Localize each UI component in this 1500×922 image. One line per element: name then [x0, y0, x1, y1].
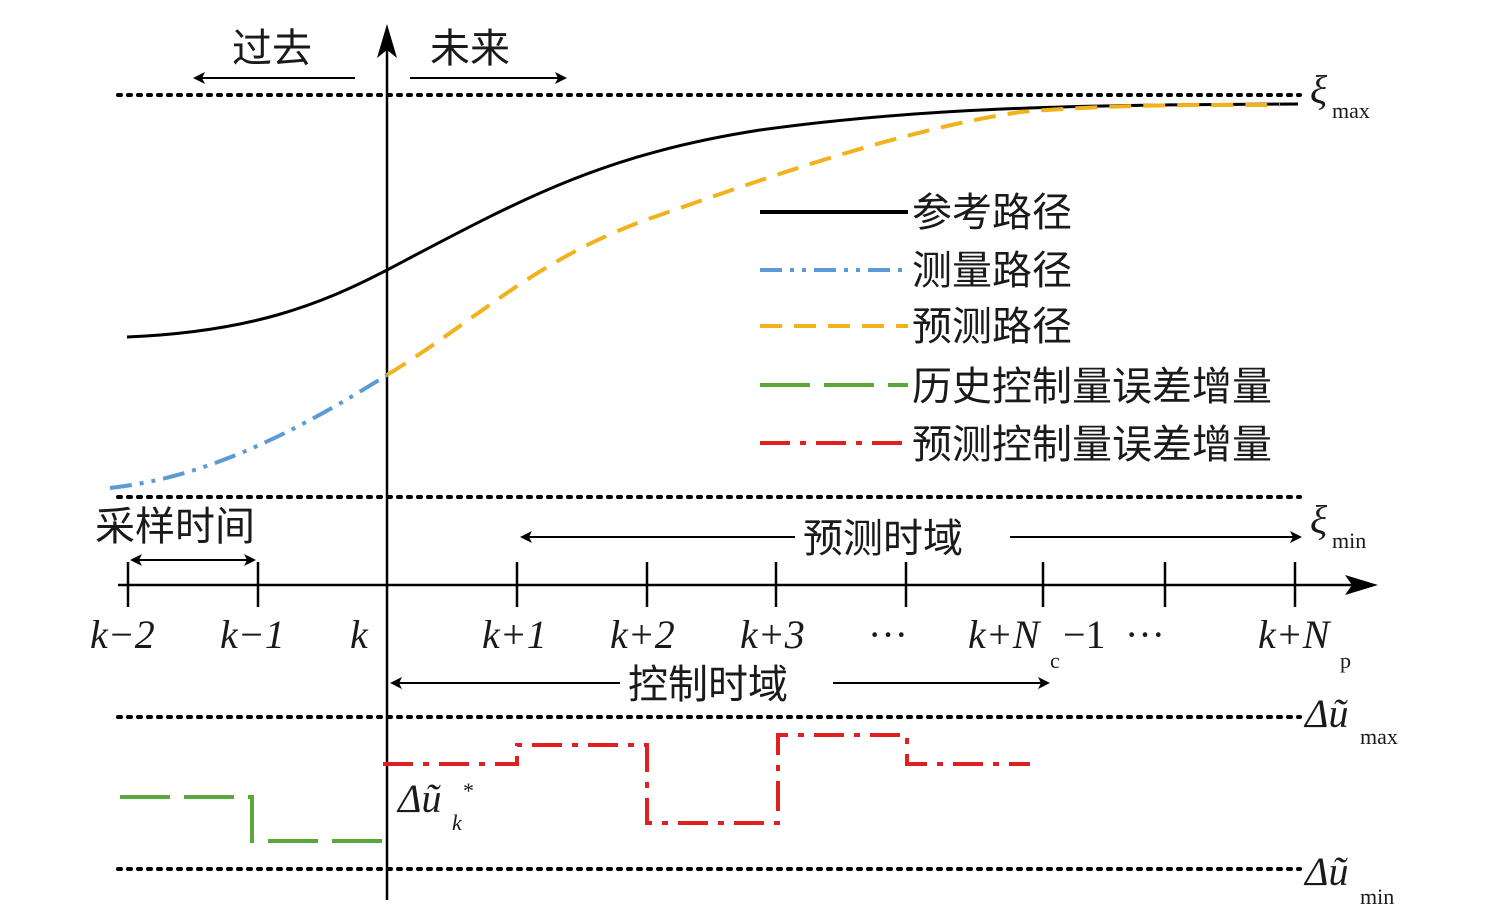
sampling-time-label: 采样时间	[95, 504, 255, 550]
legend-label-reference: 参考路径	[912, 190, 1072, 236]
tick-label-k-minus-1: k−1	[220, 612, 285, 657]
xi-max-label: ξ	[1310, 67, 1328, 112]
current-time-axis-arrowhead	[377, 24, 397, 58]
tick-label-k-plus-1: k+1	[482, 612, 547, 657]
tick-label-ellipsis-1: ···	[868, 612, 908, 657]
du-max-sub: max	[1360, 724, 1398, 749]
tick-label-k-nc-1-main: k+N	[968, 612, 1042, 657]
du-k-star-sup: *	[463, 778, 474, 803]
xi-max-sub: max	[1332, 98, 1370, 123]
tick-label-k-nc-1-sub: c	[1050, 648, 1060, 673]
prediction-horizon-label: 预测时域	[803, 516, 963, 562]
legend: 参考路径 测量路径 预测路径 历史控制量误差增量 预测控制量误差增量	[760, 190, 1272, 468]
time-axis-ticks	[126, 562, 1297, 607]
du-max-label: Δũ	[1303, 691, 1348, 736]
tick-label-k-np-main: k+N	[1258, 612, 1332, 657]
legend-label-predicted: 预测路径	[912, 304, 1072, 350]
past-label: 过去	[232, 26, 312, 72]
time-axis-arrowhead	[1345, 575, 1378, 595]
du-k-star-label: Δũ	[396, 776, 441, 821]
tick-label-k-np-sub: p	[1340, 648, 1351, 673]
tick-label-k-nc-1-tail: −1	[1063, 612, 1106, 657]
tick-label-k-minus-2: k−2	[90, 612, 155, 657]
du-k-star-sub: k	[452, 810, 463, 835]
tick-label-k-plus-3: k+3	[740, 612, 805, 657]
predicted-control-increment-step	[383, 733, 1030, 825]
du-min-sub: min	[1360, 884, 1394, 909]
legend-label-historical-increment: 历史控制量误差增量	[912, 364, 1272, 410]
du-min-label: Δũ	[1303, 849, 1348, 894]
control-horizon-label: 控制时域	[628, 662, 788, 708]
historical-control-increment-step	[120, 795, 387, 843]
legend-label-predicted-increment: 预测控制量误差增量	[912, 422, 1272, 468]
xi-min-sub: min	[1332, 528, 1366, 553]
reference-path-curve	[126, 102, 1299, 339]
predicted-path-curve	[385, 102, 1281, 377]
tick-label-k-plus-2: k+2	[610, 612, 675, 657]
future-label: 未来	[430, 26, 510, 72]
tick-label-ellipsis-2: ···	[1125, 612, 1165, 657]
xi-min-label: ξ	[1310, 497, 1328, 542]
measured-path-curve	[109, 373, 389, 490]
tick-label-k: k	[350, 612, 369, 657]
legend-label-measured: 测量路径	[912, 248, 1072, 294]
